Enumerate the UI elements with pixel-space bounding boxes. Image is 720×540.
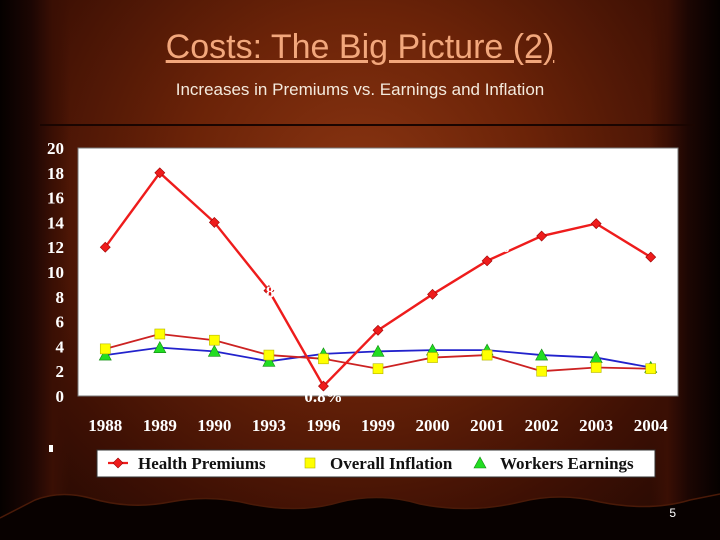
x-axis-ticks: 1988 1989 1990 1993 1996 1999 2000 2001 2002 2003… [88,416,668,435]
floor-shadow [0,494,720,540]
x-tick-label: 1996 [306,416,340,435]
diamond-marker [99,241,111,253]
data-label: 2.3% [632,343,670,362]
x-tick-label: 1993 [252,416,286,435]
square-marker [481,349,493,361]
y-tick-label: 20 [47,139,64,158]
y-tick-label: 18 [47,164,64,183]
legend-box [96,449,656,478]
square-marker [536,365,547,377]
x-tick-label: 2004 [634,416,669,435]
bullet-mark [49,445,53,452]
diamond-marker [590,218,602,230]
data-labels: 12.0% 18.0% 8.5% 0.8% 10.9% 12.9%13.9% 11.2% 2.… [106,147,674,406]
triangle-marker [262,354,276,367]
x-tick-label: 1990 [197,416,231,435]
square-marker [372,363,384,375]
legend-label: Overall Inflation [330,454,453,473]
square-marker [263,349,275,361]
y-tick-label: 8 [56,288,65,307]
square-marker [590,362,602,373]
legend: Health Premiums Overall Inflation Workers … [96,449,656,478]
data-label: 8.5% [266,283,304,302]
triangle-marker [153,341,167,353]
y-tick-label: 0 [56,387,65,406]
legend-label: Health Premiums [138,454,266,473]
x-tick-label: 1988 [88,416,122,435]
triangle-marker [98,348,112,361]
floor-edge [0,493,720,519]
diamond-marker [372,324,384,336]
x-tick-label: 1999 [361,416,395,435]
diamond-marker [318,380,329,392]
triangle-marker [207,344,221,357]
triangle-marker [371,344,385,357]
triangle-marker [535,348,549,361]
legend-label: Workers Earnings [500,454,634,473]
diamond-marker [536,230,548,242]
square-marker [209,334,220,346]
x-tick-label: 2000 [416,416,450,435]
slide-number: 5 [669,506,676,520]
square-marker [318,353,329,365]
plot-area [77,147,679,397]
slide-subtitle: Increases in Premiums vs. Earnings and I… [175,80,545,99]
square-marker [154,328,166,340]
data-label: 12.9% [522,214,569,233]
data-label: 2.2% [632,376,670,395]
y-tick-label: 6 [56,313,65,332]
data-label: 10.9% [464,237,511,256]
y-tick-label: 12 [47,238,64,257]
y-axis-ticks: 0 2 4 6 8 10 12 14 16 18 20 [47,139,65,406]
square-marker [304,457,316,469]
triangle-marker [473,456,487,469]
diamond-marker [481,255,493,267]
square-marker [645,363,657,375]
diamond-marker [645,251,657,263]
x-tick-label: 2003 [579,416,613,435]
diamond-marker [263,285,275,297]
data-label: 18.0% [142,147,189,166]
y-tick-label: 10 [47,263,64,282]
data-label: 13.9% [553,196,600,215]
y-tick-label: 16 [47,189,64,208]
data-label: 12.0% [106,246,153,265]
diamond-marker [208,216,220,228]
stage-floor [0,493,720,540]
y-tick-label: 2 [56,362,65,381]
y-tick-label: 14 [47,213,65,232]
diamond-marker [427,288,438,300]
data-label: 11.2% [628,264,674,283]
stage-edge [40,124,695,126]
square-marker [427,352,438,363]
data-label: 0.8% [304,387,342,406]
y-tick-label: 4 [56,337,65,356]
x-tick-label: 2002 [525,416,559,435]
x-tick-label: 1989 [143,416,177,435]
diamond-marker [154,167,166,179]
x-tick-label: 2001 [470,416,504,435]
slide-title: Costs: The Big Picture (2) [165,28,555,66]
series-markers [98,167,658,392]
diamond-marker [112,457,124,469]
square-marker [99,343,111,355]
